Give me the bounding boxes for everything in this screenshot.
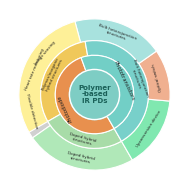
Wedge shape: [19, 22, 81, 90]
Text: Phototransistors: Phototransistors: [112, 60, 135, 101]
Circle shape: [69, 69, 120, 120]
Wedge shape: [48, 114, 121, 148]
Text: Doped hybrid
structures: Doped hybrid structures: [68, 132, 97, 147]
Wedge shape: [81, 55, 134, 129]
Text: Optical switch: Optical switch: [151, 63, 163, 92]
Text: -based: -based: [81, 91, 108, 97]
Text: Polymer/inorganic
hybrid structures: Polymer/inorganic hybrid structures: [41, 57, 64, 93]
Text: Upconversion device: Upconversion device: [136, 110, 162, 148]
Text: Flexible detection: Flexible detection: [25, 93, 39, 129]
Wedge shape: [85, 41, 148, 141]
Wedge shape: [75, 19, 156, 64]
Wedge shape: [139, 51, 170, 101]
Text: Image sensing: Image sensing: [34, 40, 56, 66]
Wedge shape: [33, 125, 132, 170]
Text: Photodiode: Photodiode: [57, 94, 74, 122]
Wedge shape: [41, 41, 88, 122]
Wedge shape: [19, 88, 50, 138]
Text: Bulk heterojunction
structures: Bulk heterojunction structures: [127, 58, 149, 99]
Wedge shape: [121, 99, 170, 160]
Wedge shape: [19, 22, 81, 132]
Text: Polymer: Polymer: [78, 85, 111, 91]
Text: IR PDs: IR PDs: [82, 98, 107, 104]
Text: Heart rate monitoring: Heart rate monitoring: [24, 48, 45, 91]
Text: Doped hybrid
structures: Doped hybrid structures: [66, 151, 95, 165]
Text: Bulk heterojunction
structures: Bulk heterojunction structures: [96, 23, 137, 44]
Wedge shape: [55, 58, 114, 134]
